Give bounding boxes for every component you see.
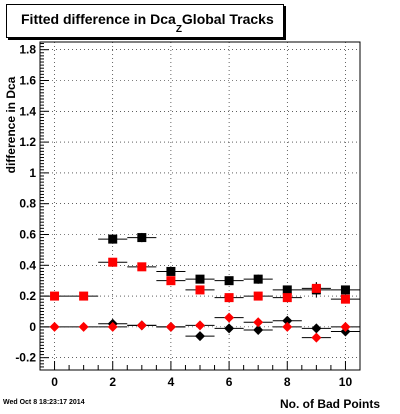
data-point bbox=[253, 324, 264, 335]
timestamp-footer: Wed Oct 8 18:23:17 2014 bbox=[3, 399, 85, 406]
y-axis-label: difference in Dca bbox=[4, 76, 18, 174]
data-point bbox=[78, 321, 89, 332]
data-point bbox=[49, 321, 60, 332]
data-point bbox=[224, 293, 234, 303]
x-axis-label: No. of Bad Points bbox=[280, 397, 380, 411]
y-tick-label: 0.4 bbox=[19, 258, 36, 272]
y-tick-label: 0.6 bbox=[19, 227, 36, 241]
series-3 bbox=[40, 312, 360, 343]
x-tick-label: 8 bbox=[284, 375, 291, 389]
data-point bbox=[137, 233, 147, 243]
x-tick-label: 0 bbox=[51, 375, 58, 389]
data-point bbox=[282, 293, 292, 303]
data-point bbox=[224, 312, 235, 323]
data-point bbox=[166, 276, 176, 286]
y-tick-label: 0.8 bbox=[19, 197, 36, 211]
data-point bbox=[253, 274, 263, 284]
data-point bbox=[340, 294, 350, 304]
data-point bbox=[165, 321, 176, 332]
data-point bbox=[311, 332, 322, 343]
x-tick-label: 10 bbox=[339, 375, 353, 389]
data-point bbox=[282, 321, 293, 332]
data-point bbox=[195, 274, 205, 284]
title-box: Fitted difference in DcaZGlobal Tracks bbox=[6, 4, 284, 38]
series-1 bbox=[40, 257, 360, 304]
y-tick-label: -0.2 bbox=[15, 351, 36, 365]
y-tick-label: 1.8 bbox=[19, 43, 36, 57]
data-point bbox=[195, 320, 205, 331]
data-point bbox=[224, 323, 235, 334]
data-point bbox=[136, 320, 147, 331]
title-subscript: Z bbox=[175, 24, 182, 35]
data-point bbox=[108, 257, 118, 267]
title-tail: Global Tracks bbox=[181, 11, 274, 27]
data-point bbox=[253, 317, 264, 328]
title-main: Fitted difference in Dca bbox=[21, 11, 176, 27]
data-point bbox=[311, 283, 321, 293]
y-tick-label: 1.4 bbox=[19, 104, 36, 118]
y-tick-label: 0.2 bbox=[19, 289, 36, 303]
axes: 0 2 4 6 8 10 -0.2 0 0.2 0.4 0.6 0.8 1 1.2 1.4 1.6 1.8 bbox=[15, 43, 352, 389]
x-tick-label: 6 bbox=[226, 375, 233, 389]
data-point bbox=[282, 315, 293, 326]
data-point bbox=[253, 291, 263, 301]
chart-title: Fitted difference in DcaZGlobal Tracks bbox=[21, 11, 274, 35]
x-tick-label: 2 bbox=[109, 375, 116, 389]
y-tick-label: 1.2 bbox=[19, 135, 36, 149]
data-point bbox=[107, 321, 118, 332]
data-point bbox=[195, 285, 205, 295]
y-tick-label: 1 bbox=[29, 166, 36, 180]
x-tick-label: 4 bbox=[168, 375, 175, 389]
data-point bbox=[79, 291, 89, 301]
data-point bbox=[340, 285, 350, 295]
data-point bbox=[282, 285, 292, 295]
data-series bbox=[40, 232, 360, 343]
y-tick-label: 0 bbox=[29, 320, 36, 334]
data-point bbox=[224, 276, 234, 286]
data-point bbox=[311, 323, 322, 334]
data-point bbox=[195, 331, 205, 342]
data-point bbox=[108, 234, 118, 244]
data-point bbox=[137, 262, 147, 272]
data-point bbox=[340, 321, 351, 332]
data-point bbox=[50, 291, 60, 301]
data-point bbox=[166, 266, 176, 276]
series-0 bbox=[98, 232, 360, 298]
y-tick-label: 1.6 bbox=[19, 73, 36, 87]
